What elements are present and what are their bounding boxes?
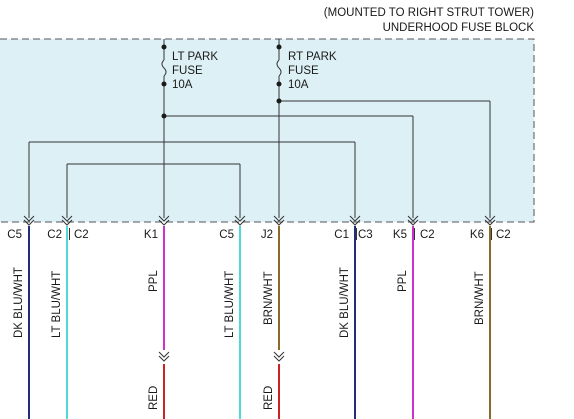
wire-label: PPL <box>148 270 160 292</box>
wire-label: BRN/WHT <box>263 271 275 325</box>
pin-label: C1 <box>334 229 349 241</box>
junction-dots <box>161 44 282 119</box>
connector-terminals <box>23 215 496 226</box>
wire-label: RED <box>148 386 160 410</box>
fuse-name-line2: FUSE <box>288 65 319 77</box>
wire-label: RED <box>263 386 275 410</box>
wire-label: BRN/WHT <box>474 271 486 325</box>
connector-label: C2 <box>496 229 511 241</box>
wire-label: PPL <box>397 270 409 292</box>
fuse-name-line1: RT PARK <box>288 51 337 63</box>
underhood-fuse-block <box>0 38 535 223</box>
wire-label: DK BLU/WHT <box>339 267 351 338</box>
connector-label: C3 <box>358 229 373 241</box>
wire-label: LT BLU/WHT <box>51 271 63 338</box>
wire-label: LT BLU/WHT <box>224 271 236 338</box>
fuse-rating: 10A <box>288 79 309 91</box>
inline-connectors <box>158 351 285 362</box>
external-wires <box>28 226 491 419</box>
wire-label: DK BLU/WHT <box>13 267 25 338</box>
fuse-block-mount-note: (MOUNTED TO RIGHT STRUT TOWER) <box>324 7 534 19</box>
fuse-rt-park: RT PARK FUSE 10A <box>288 51 337 91</box>
fuse-name-line2: FUSE <box>172 65 203 77</box>
pin-label: J2 <box>261 229 273 241</box>
pin-label: K6 <box>470 229 484 241</box>
fuse-name-line1: LT PARK <box>172 51 218 63</box>
pin-label: K1 <box>144 229 158 241</box>
fuse-lt-park: LT PARK FUSE 10A <box>172 51 218 91</box>
wire-labels: DK BLU/WHT LT BLU/WHT PPL LT BLU/WHT BRN… <box>13 267 486 410</box>
pin-label: C2 <box>47 229 62 241</box>
pin-label: C5 <box>219 229 234 241</box>
connector-label: C2 <box>74 229 89 241</box>
pin-label: K5 <box>393 229 407 241</box>
pin-labels: C5 C2 C2 K1 C5 J2 C1 C3 K5 C2 K6 C2 <box>7 228 511 241</box>
pin-label: C5 <box>7 229 22 241</box>
fuse-block-title: UNDERHOOD FUSE BLOCK <box>383 22 535 34</box>
connector-label: C2 <box>420 229 435 241</box>
fuse-rating: 10A <box>172 79 193 91</box>
